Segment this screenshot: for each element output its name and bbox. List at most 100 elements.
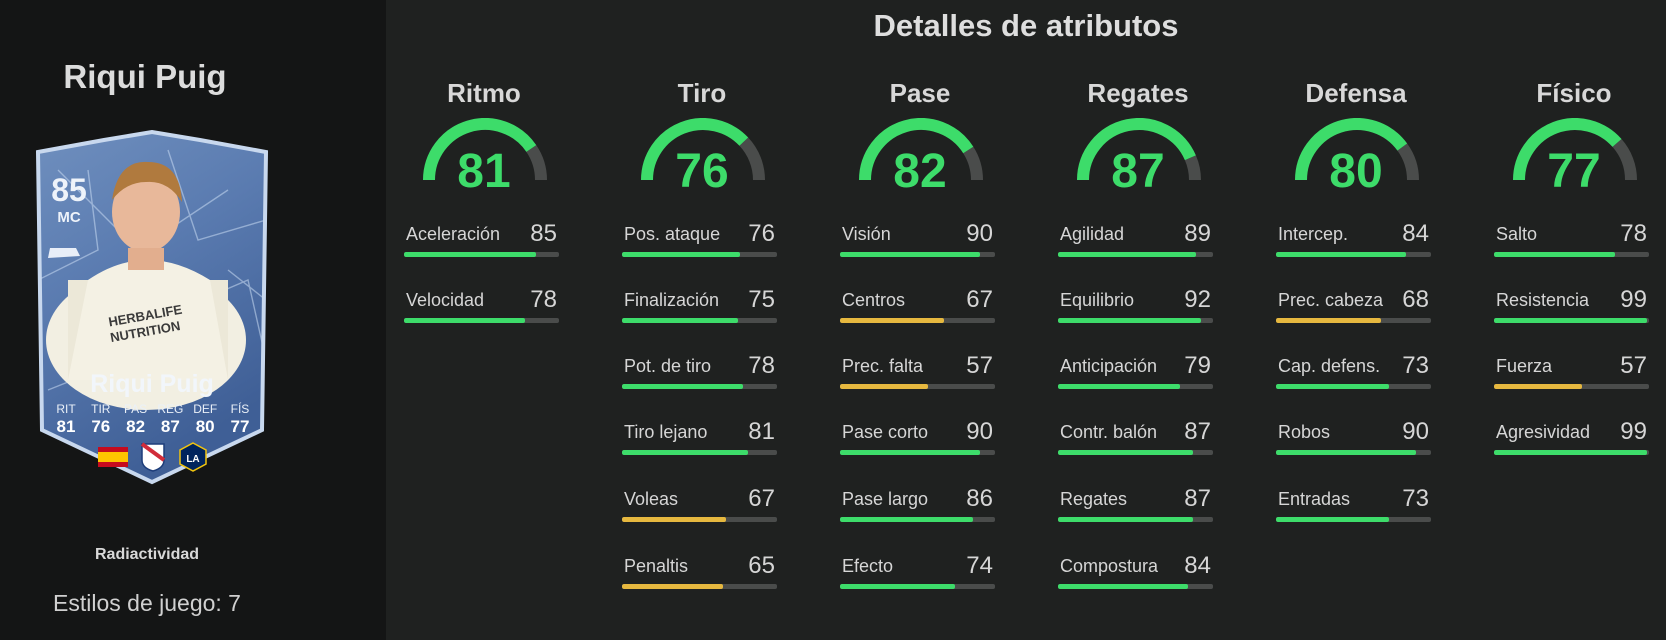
attribute-bar-fill — [1494, 318, 1648, 323]
attribute-row: Pase corto 90 — [840, 418, 995, 482]
attribute-value: 86 — [966, 485, 993, 512]
attribute-name: Fuerza — [1496, 356, 1553, 376]
attribute-row: Cap. defens. 73 — [1276, 352, 1431, 416]
attribute-name: Robos — [1278, 422, 1331, 442]
attribute-value: 90 — [966, 220, 993, 247]
attribute-bar — [404, 318, 559, 323]
attribute-row: Entradas 73 — [1276, 485, 1431, 549]
attribute-name: Prec. falta — [842, 356, 924, 376]
attribute-name: Agilidad — [1060, 224, 1125, 244]
attribute-value: 67 — [748, 485, 775, 512]
card-stat-label: DEF — [193, 402, 218, 416]
player-name: Riqui Puig — [63, 58, 227, 95]
attribute-name: Tiro lejano — [624, 422, 708, 442]
attribute-name: Pase largo — [842, 489, 929, 509]
attribute-name: Cap. defens. — [1278, 356, 1381, 376]
card-position: MC — [57, 209, 81, 226]
attribute-bar-fill — [622, 584, 723, 589]
attribute-value: 78 — [1620, 220, 1647, 247]
attribute-bar-fill — [622, 450, 748, 455]
card-stat-label: RIT — [56, 402, 76, 416]
attribute-name: Velocidad — [406, 290, 485, 310]
attribute-bar — [840, 450, 995, 455]
attribute-name: Salto — [1496, 224, 1538, 244]
attribute-bar-fill — [622, 517, 726, 522]
attribute-value: 67 — [966, 286, 993, 313]
attribute-value: 78 — [530, 286, 557, 313]
card-stat-value: 80 — [195, 417, 215, 436]
attribute-row: Penaltis 65 — [622, 552, 777, 616]
card-stat: REG 87 — [154, 402, 186, 437]
category-gauge — [859, 118, 983, 181]
attribute-bar — [622, 450, 777, 455]
card-rating: 85 — [51, 172, 87, 208]
attribute-bar — [1276, 252, 1431, 257]
attribute-bar-fill — [404, 252, 536, 257]
attribute-name: Visión — [842, 224, 891, 244]
attribute-name: Agresividad — [1496, 422, 1591, 442]
attribute-bar-fill — [404, 318, 525, 323]
attribute-value: 65 — [748, 552, 775, 579]
card-stat: FÍS 77 — [224, 402, 256, 437]
attribute-value: 81 — [748, 418, 775, 445]
category-rating: 77 — [1547, 145, 1601, 198]
attribute-value: 90 — [966, 418, 993, 445]
attribute-bar — [622, 252, 777, 257]
attribute-bar — [622, 584, 777, 589]
category-gauge — [423, 118, 547, 181]
playstyles-count[interactable]: Estilos de juego: 7 — [53, 590, 241, 616]
category-gauge — [1513, 118, 1637, 181]
attribute-row: Resistencia 99 — [1494, 286, 1649, 350]
attribute-value: 79 — [1184, 352, 1211, 379]
attribute-bar — [1058, 384, 1213, 389]
attribute-row: Finalización 75 — [622, 286, 777, 350]
attribute-bar-fill — [1494, 450, 1648, 455]
attribute-row: Fuerza 57 — [1494, 352, 1649, 416]
attribute-bar-fill — [1058, 517, 1193, 522]
attribute-name: Regates — [1060, 489, 1128, 509]
attribute-name: Entradas — [1278, 489, 1351, 509]
gauge-fill — [423, 118, 537, 181]
attribute-column: Ritmo 81 Aceleración 85 Velocidad 78 — [404, 0, 564, 640]
category-title: Tiro — [677, 78, 727, 108]
attribute-name: Anticipación — [1060, 356, 1158, 376]
la-galaxy-logo-icon: LA — [179, 442, 207, 472]
attribute-row: Intercep. 84 — [1276, 220, 1431, 284]
attribute-row: Agresividad 99 — [1494, 418, 1649, 482]
attribute-value: 89 — [1184, 220, 1211, 247]
svg-text:LA: LA — [186, 454, 199, 465]
attribute-bar-fill — [622, 252, 740, 257]
attribute-bar — [1276, 517, 1431, 522]
attribute-column: Pase 82 Visión 90 Centros 67 Prec. falta 57 Pase… — [840, 0, 1000, 640]
attribute-bar — [1058, 450, 1213, 455]
attribute-name: Intercep. — [1278, 224, 1349, 244]
card-stat: RIT 81 — [50, 402, 82, 437]
card-stat-label: TIR — [91, 402, 111, 416]
attribute-column: Regates 87 Agilidad 89 Equilibrio 92 Anticipac… — [1058, 0, 1218, 640]
attribute-bar — [1276, 318, 1431, 323]
attribute-row: Robos 90 — [1276, 418, 1431, 482]
category-gauge — [641, 118, 765, 181]
attribute-name: Pos. ataque — [624, 224, 721, 244]
attribute-value: 73 — [1402, 352, 1429, 379]
attribute-bar — [840, 517, 995, 522]
attribute-value: 99 — [1620, 418, 1647, 445]
attribute-row: Pot. de tiro 78 — [622, 352, 777, 416]
attribute-value: 57 — [966, 352, 993, 379]
card-stat-value: 77 — [230, 417, 250, 436]
attribute-value: 75 — [748, 286, 775, 313]
player-card[interactable]: HERBALIFE NUTRITION 85 MC Riqui Puig RIT… — [28, 130, 276, 488]
attribute-row: Regates 87 — [1058, 485, 1213, 549]
attribute-row: Anticipación 79 — [1058, 352, 1213, 416]
attribute-bar-fill — [622, 384, 743, 389]
card-stat-value: 81 — [56, 417, 76, 436]
card-stat-value: 76 — [91, 417, 111, 436]
attribute-bar — [622, 318, 777, 323]
attribute-name: Resistencia — [1496, 290, 1590, 310]
category-title: Ritmo — [447, 78, 521, 108]
attribute-bar — [1058, 584, 1213, 589]
attribute-row: Tiro lejano 81 — [622, 418, 777, 482]
attribute-bar-fill — [1494, 252, 1615, 257]
attribute-name: Voleas — [624, 489, 679, 509]
gauge-fill — [641, 118, 749, 181]
